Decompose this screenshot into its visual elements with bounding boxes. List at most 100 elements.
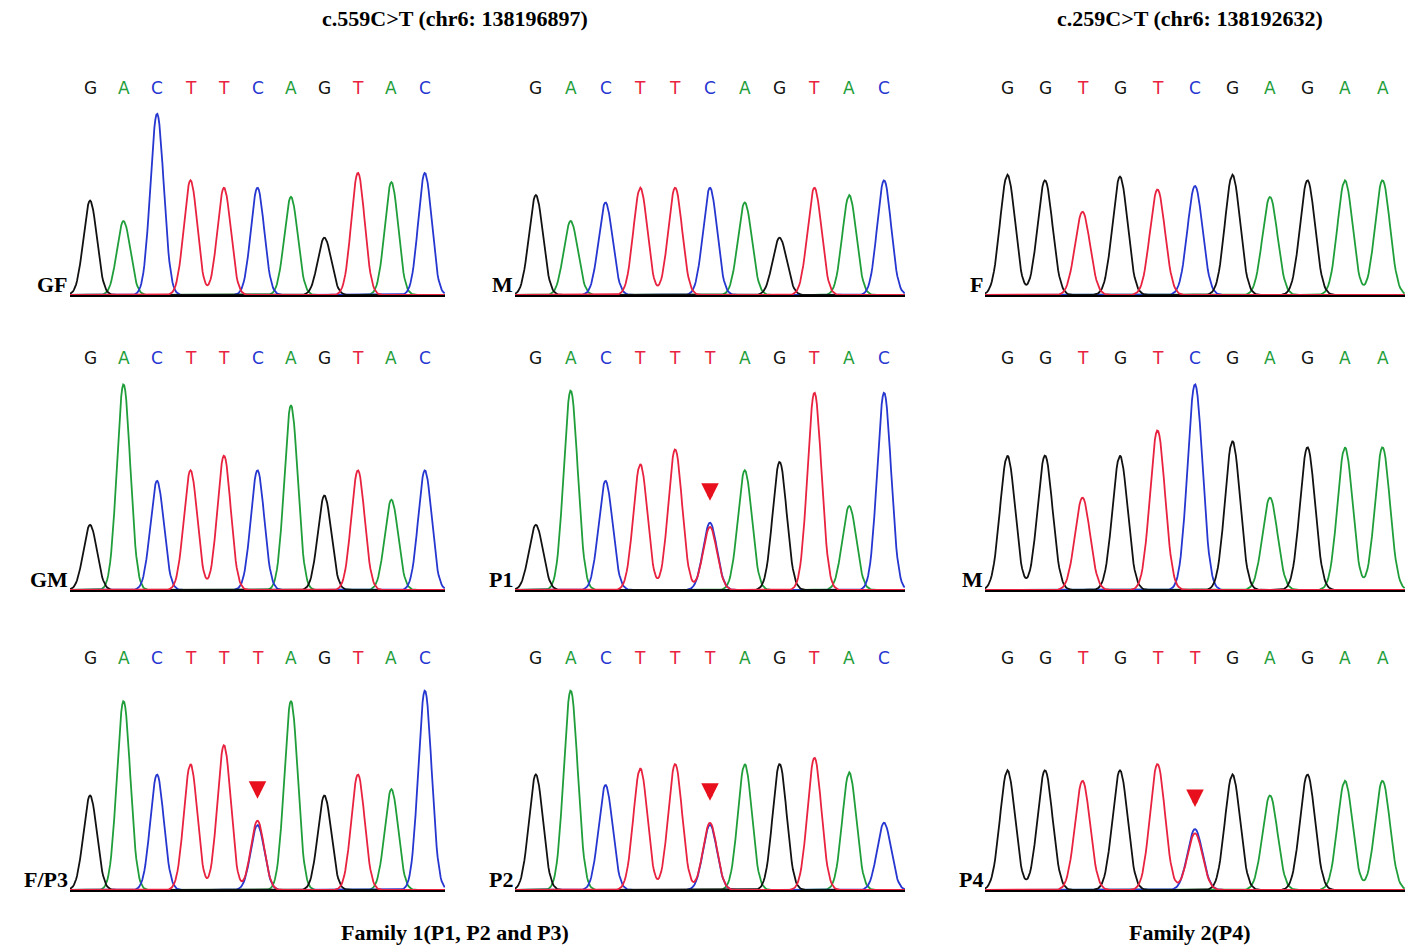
svg-text:G: G [84,348,97,368]
svg-text:F: F [970,272,983,297]
svg-text:G: G [1226,348,1239,368]
svg-text:A: A [1377,78,1389,98]
svg-text:T: T [808,648,820,668]
svg-text:A: A [385,648,397,668]
svg-text:G: G [1001,348,1014,368]
svg-text:M: M [492,272,513,297]
svg-text:G: G [1114,78,1127,98]
svg-text:P4: P4 [959,867,983,892]
svg-text:T: T [808,348,820,368]
svg-text:A: A [1339,348,1351,368]
svg-text:G: G [529,78,542,98]
svg-text:A: A [285,648,297,668]
svg-text:T: T [252,648,264,668]
svg-text:A: A [1264,78,1276,98]
svg-text:G: G [773,348,786,368]
svg-text:T: T [634,78,646,98]
svg-text:A: A [1339,78,1351,98]
svg-text:G: G [1039,78,1052,98]
svg-text:T: T [218,348,230,368]
svg-text:C: C [151,348,163,368]
svg-text:G: G [318,78,331,98]
svg-text:G: G [84,78,97,98]
svg-text:T: T [634,648,646,668]
svg-text:C: C [600,348,612,368]
svg-text:T: T [1152,348,1164,368]
svg-text:T: T [185,348,197,368]
svg-text:G: G [1301,348,1314,368]
svg-text:A: A [118,78,130,98]
svg-text:T: T [352,348,364,368]
svg-text:G: G [318,648,331,668]
svg-text:G: G [1301,648,1314,668]
svg-text:c.559C>T (chr6: 138196897): c.559C>T (chr6: 138196897) [322,6,588,31]
svg-text:C: C [252,348,264,368]
svg-text:A: A [118,648,130,668]
svg-text:C: C [600,78,612,98]
svg-text:G: G [529,348,542,368]
svg-text:T: T [1152,78,1164,98]
svg-text:C: C [151,648,163,668]
svg-text:T: T [1077,78,1089,98]
svg-text:A: A [843,78,855,98]
svg-text:T: T [669,78,681,98]
svg-text:T: T [669,348,681,368]
svg-text:Family 1(P1, P2 and P3): Family 1(P1, P2 and P3) [341,920,569,945]
svg-text:C: C [151,78,163,98]
svg-text:c.259C>T (chr6: 138192632): c.259C>T (chr6: 138192632) [1057,6,1323,31]
svg-text:C: C [1189,78,1201,98]
svg-text:G: G [1039,348,1052,368]
svg-text:T: T [634,348,646,368]
svg-text:A: A [843,348,855,368]
svg-text:A: A [285,348,297,368]
svg-text:G: G [1226,78,1239,98]
svg-text:T: T [352,78,364,98]
svg-text:G: G [1114,348,1127,368]
svg-text:G: G [529,648,542,668]
svg-text:A: A [565,78,577,98]
svg-text:C: C [878,348,890,368]
svg-text:G: G [773,78,786,98]
svg-text:A: A [285,78,297,98]
svg-text:A: A [1264,648,1276,668]
svg-text:C: C [704,78,716,98]
svg-text:G: G [84,648,97,668]
svg-text:T: T [1077,348,1089,368]
svg-text:C: C [419,648,431,668]
svg-text:A: A [118,348,130,368]
svg-text:A: A [739,78,751,98]
svg-text:T: T [1152,648,1164,668]
svg-text:T: T [218,648,230,668]
svg-text:C: C [419,78,431,98]
svg-text:T: T [669,648,681,668]
svg-text:A: A [1264,348,1276,368]
svg-text:A: A [565,348,577,368]
svg-text:T: T [704,348,716,368]
svg-text:G: G [1114,648,1127,668]
svg-text:GM: GM [30,567,68,592]
svg-text:G: G [773,648,786,668]
svg-text:G: G [318,348,331,368]
svg-text:C: C [1189,348,1201,368]
svg-text:T: T [185,648,197,668]
svg-text:A: A [1377,348,1389,368]
svg-text:T: T [808,78,820,98]
svg-text:A: A [565,648,577,668]
svg-text:T: T [185,78,197,98]
svg-text:C: C [878,78,890,98]
svg-text:G: G [1001,648,1014,668]
svg-text:C: C [252,78,264,98]
svg-text:P2: P2 [489,867,513,892]
svg-text:C: C [600,648,612,668]
svg-text:T: T [1077,648,1089,668]
svg-text:P1: P1 [489,567,513,592]
svg-text:T: T [218,78,230,98]
svg-text:T: T [1189,648,1201,668]
svg-text:M: M [962,567,983,592]
svg-text:A: A [739,348,751,368]
svg-text:C: C [878,648,890,668]
svg-text:G: G [1226,648,1239,668]
svg-text:F/P3: F/P3 [24,867,68,892]
svg-text:A: A [1377,648,1389,668]
svg-text:A: A [843,648,855,668]
